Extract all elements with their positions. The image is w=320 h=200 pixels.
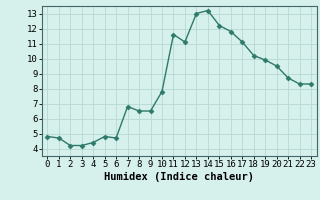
X-axis label: Humidex (Indice chaleur): Humidex (Indice chaleur)	[104, 172, 254, 182]
